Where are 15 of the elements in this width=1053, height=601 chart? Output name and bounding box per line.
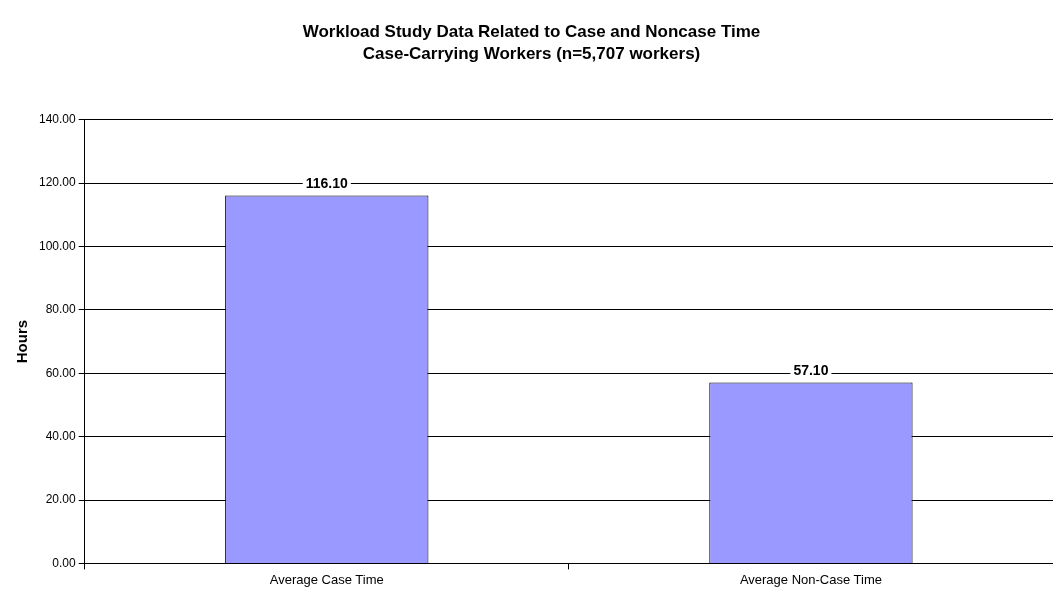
data-label: 57.10 <box>793 362 829 379</box>
y-tick-label: 0.00 <box>52 555 77 570</box>
x-tick-label: Average Case Time <box>269 571 384 587</box>
y-tick-label: 80.00 <box>45 302 77 317</box>
chart-title: Workload Study Data Related to Case and Noncase Time <box>302 21 761 41</box>
chart-subtitle: Case-Carrying Workers (n=5,707 workers) <box>362 44 701 64</box>
y-tick-label: 100.00 <box>39 238 77 253</box>
y-tick-label: 40.00 <box>45 428 77 443</box>
y-axis-title: Hours <box>13 319 31 364</box>
data-label: 116.10 <box>305 175 349 192</box>
y-tick-label: 20.00 <box>45 492 77 507</box>
y-tick-label: 60.00 <box>45 365 77 380</box>
y-tick-label: 140.00 <box>39 112 77 127</box>
x-tick-label: Average Non-Case Time <box>739 571 882 587</box>
y-tick-label: 120.00 <box>39 175 77 190</box>
